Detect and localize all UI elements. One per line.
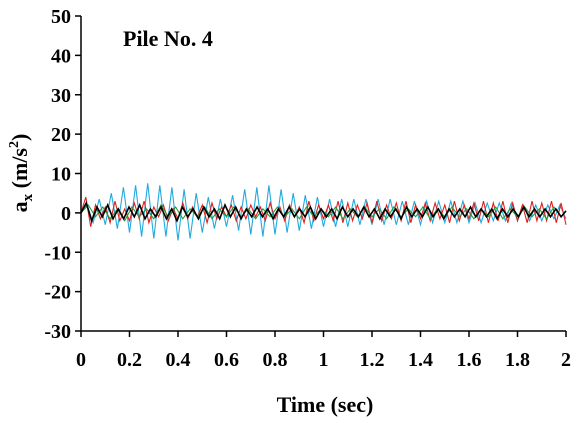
x-tick-label: 0.8 bbox=[263, 349, 288, 371]
y-tick-label: 20 bbox=[51, 124, 71, 146]
y-axis-title-superscript: 2 bbox=[7, 141, 22, 148]
x-tick-label: 1 bbox=[319, 349, 329, 371]
x-tick-label: 0.2 bbox=[117, 349, 142, 371]
chart-annotation: Pile No. 4 bbox=[123, 26, 213, 51]
y-axis-title-subscript: x bbox=[20, 193, 36, 201]
y-tick-label: 40 bbox=[51, 45, 71, 67]
y-axis-title: ax (m/s2) bbox=[7, 134, 36, 213]
x-ticks: 0 0.2 0.4 0.6 0.8 1 1.2 1.4 1.6 1.8 2 bbox=[76, 331, 571, 371]
x-tick-label: 0.6 bbox=[214, 349, 239, 371]
series-layer bbox=[80, 183, 567, 241]
x-tick-label: 1.8 bbox=[505, 349, 530, 371]
y-tick-label: -20 bbox=[44, 282, 71, 304]
axes-layer bbox=[80, 16, 566, 332]
x-tick-label: 0 bbox=[76, 349, 86, 371]
series-line bbox=[80, 200, 567, 224]
y-tick-label: -30 bbox=[44, 321, 71, 343]
y-axis-title-main: a bbox=[7, 201, 32, 212]
x-tick-label: 1.2 bbox=[360, 349, 385, 371]
y-tick-label: -10 bbox=[44, 242, 71, 264]
x-tick-label: 1.4 bbox=[408, 349, 433, 371]
y-ticks: 50 40 30 20 10 0 -10 -20 -30 bbox=[44, 6, 81, 343]
y-axis-title-unit-close: ) bbox=[7, 134, 32, 141]
x-tick-label: 1.6 bbox=[457, 349, 482, 371]
x-axis-title: Time (sec) bbox=[277, 392, 374, 417]
y-tick-label: 30 bbox=[51, 85, 71, 107]
y-tick-label: 0 bbox=[61, 203, 71, 225]
y-axis-title-unit: (m/s bbox=[7, 148, 32, 194]
x-tick-label: 2 bbox=[561, 349, 571, 371]
series-3 bbox=[80, 200, 567, 224]
y-tick-label: 50 bbox=[51, 6, 71, 28]
y-tick-label: 10 bbox=[51, 164, 71, 186]
x-tick-label: 0.4 bbox=[166, 349, 191, 371]
